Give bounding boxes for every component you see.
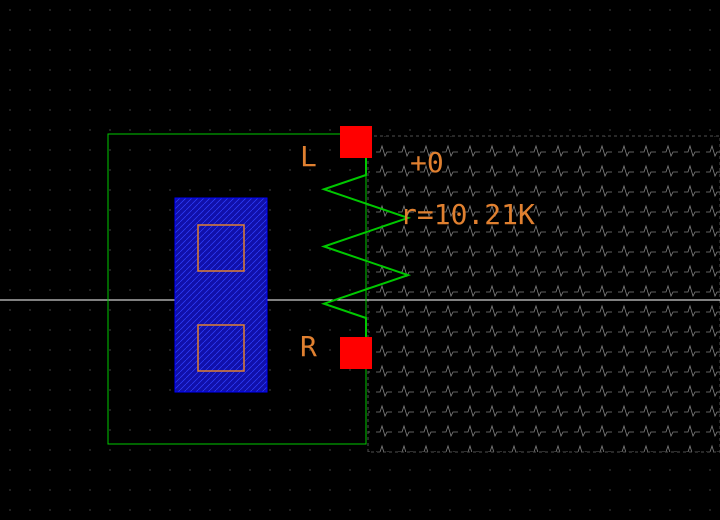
blue-hatched-rect	[175, 198, 267, 392]
label-r: R	[300, 330, 317, 363]
red-pad-bottom[interactable]	[340, 337, 372, 369]
red-pad-top[interactable]	[340, 126, 372, 158]
label-l: L	[300, 140, 317, 173]
label-plus-zero: +0	[410, 146, 444, 179]
label-r-value: r=10.21K	[400, 198, 535, 231]
hatched-region	[368, 136, 720, 452]
